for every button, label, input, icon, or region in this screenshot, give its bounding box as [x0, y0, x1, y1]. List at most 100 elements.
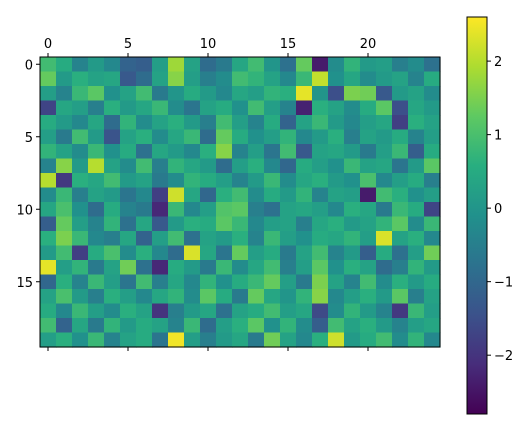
heatmap-cell — [136, 100, 153, 116]
heatmap-cell — [248, 289, 265, 305]
heatmap-cell — [408, 245, 425, 261]
heatmap-cell — [232, 202, 249, 218]
heatmap-cell — [344, 245, 361, 261]
heatmap-cell — [232, 289, 249, 305]
heatmap-cell — [104, 100, 121, 116]
heatmap-cell — [40, 129, 57, 145]
heatmap-cell — [312, 216, 329, 232]
heatmap-cell — [280, 129, 297, 145]
heatmap-cell — [328, 303, 345, 319]
x-tick-label: 15 — [280, 37, 297, 52]
heatmap-cell — [360, 260, 377, 276]
heatmap-cell — [232, 260, 249, 276]
heatmap-cell — [328, 289, 345, 305]
heatmap-cell — [168, 332, 185, 348]
heatmap-cell — [344, 231, 361, 247]
heatmap-cell — [248, 187, 265, 203]
heatmap-cell — [296, 202, 313, 218]
heatmap-cell — [328, 318, 345, 334]
heatmap-cell — [360, 318, 377, 334]
heatmap-cell — [392, 332, 409, 348]
heatmap-cell — [360, 173, 377, 189]
heatmap-cell — [216, 332, 233, 348]
heatmap-cell — [40, 318, 57, 334]
heatmap-cell — [296, 129, 313, 145]
heatmap-cell — [392, 71, 409, 87]
heatmap-cell — [264, 303, 281, 319]
heatmap-cell — [200, 231, 217, 247]
heatmap-cell — [184, 129, 201, 145]
heatmap-cell — [264, 187, 281, 203]
heatmap-cell — [120, 303, 137, 319]
heatmap-cell — [88, 115, 105, 131]
heatmap-cell — [312, 115, 329, 131]
heatmap-cell — [424, 115, 441, 131]
heatmap-cell — [424, 173, 441, 189]
heatmap-cell — [312, 231, 329, 247]
heatmap-cell — [88, 144, 105, 160]
heatmap-cell — [120, 144, 137, 160]
heatmap-cell — [56, 202, 73, 218]
heatmap-cell — [136, 202, 153, 218]
heatmap-cell — [104, 260, 121, 276]
heatmap-cell — [280, 245, 297, 261]
heatmap-cell — [408, 260, 425, 276]
heatmap-cell — [200, 216, 217, 232]
heatmap-cell — [264, 318, 281, 334]
heatmap-cell — [200, 303, 217, 319]
y-tick-label: 10 — [16, 203, 33, 218]
heatmap-cell — [424, 71, 441, 87]
heatmap-cell — [120, 115, 137, 131]
heatmap-cell — [120, 202, 137, 218]
heatmap-cell — [408, 289, 425, 305]
heatmap-cell — [360, 216, 377, 232]
heatmap-cell — [88, 260, 105, 276]
heatmap-cell — [40, 202, 57, 218]
heatmap-cell — [56, 173, 73, 189]
heatmap-cell — [328, 260, 345, 276]
heatmap-cell — [72, 274, 89, 290]
heatmap-cell — [88, 100, 105, 116]
heatmap-cell — [312, 86, 329, 102]
heatmap-cell — [296, 260, 313, 276]
heatmap-cell — [216, 216, 233, 232]
heatmap-cell — [216, 158, 233, 174]
heatmap-cell — [168, 318, 185, 334]
heatmap-cell — [408, 173, 425, 189]
heatmap-cell — [344, 260, 361, 276]
heatmap-cell — [200, 332, 217, 348]
heatmap-cell — [232, 173, 249, 189]
heatmap-cell — [200, 318, 217, 334]
heatmap-cell — [184, 57, 201, 73]
heatmap-cell — [184, 202, 201, 218]
heatmap-cell — [216, 57, 233, 73]
heatmap-cell — [40, 57, 57, 73]
heatmap-cell — [232, 57, 249, 73]
heatmap-cell — [424, 100, 441, 116]
heatmap-cell — [376, 100, 393, 116]
heatmap-cell — [424, 57, 441, 73]
heatmap-cell — [88, 129, 105, 145]
heatmap-cell — [168, 115, 185, 131]
heatmap-cell — [152, 144, 169, 160]
heatmap-cell — [72, 158, 89, 174]
heatmap-cell — [152, 318, 169, 334]
heatmap-cell — [136, 245, 153, 261]
heatmap-cell — [392, 274, 409, 290]
colorbar-tick-label: 0 — [494, 202, 502, 217]
heatmap-cell — [88, 86, 105, 102]
heatmap-cell — [152, 173, 169, 189]
heatmap-cell — [232, 144, 249, 160]
heatmap-cell — [344, 71, 361, 87]
heatmap-cell — [248, 129, 265, 145]
heatmap-cell — [200, 260, 217, 276]
heatmap-cell — [56, 144, 73, 160]
heatmap-cell — [88, 173, 105, 189]
heatmap-cell — [360, 245, 377, 261]
heatmap-cell — [408, 144, 425, 160]
heatmap-cell — [408, 57, 425, 73]
heatmap-cell — [152, 216, 169, 232]
heatmap-cell — [88, 216, 105, 232]
heatmap-cell — [264, 115, 281, 131]
heatmap-cell — [248, 158, 265, 174]
